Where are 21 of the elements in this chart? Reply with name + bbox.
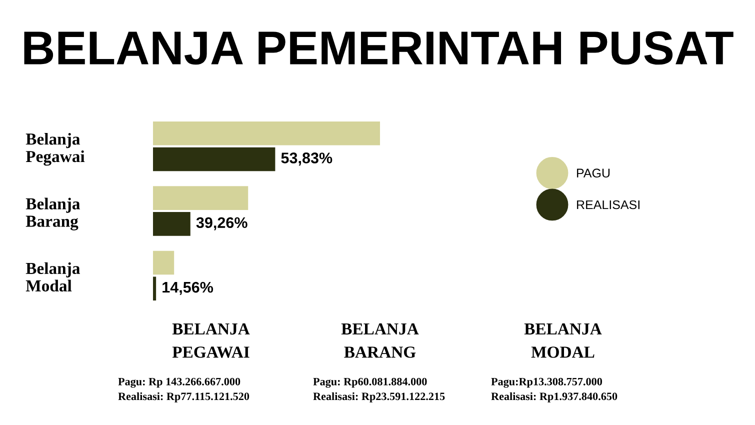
text: Pagu: Rp 143.266.667.000 Realisasi: Rp77.115.121.520: [118, 378, 250, 402]
bar: [153, 250, 174, 275]
text: REALISASI: [577, 200, 640, 210]
annotation: 53,83%: [281, 152, 332, 166]
annotation: 39,26%: [196, 217, 248, 230]
bar: [153, 122, 380, 146]
text: BELANJA BARANG: [341, 323, 419, 358]
chart-title: BELANJA PEMERINTAH PUSAT: [24, 31, 734, 65]
y-tick-label: Belanja Modal: [26, 262, 80, 292]
text: Pagu:Rp13.308.757.000 Realisasi: Rp1.937.840.650: [491, 378, 618, 402]
text: BELANJA MODAL: [524, 323, 602, 358]
annotation: 14,56%: [162, 282, 214, 295]
y-tick-label: Belanja Pegawai: [26, 132, 85, 166]
bar: [153, 147, 276, 172]
text: BELANJA PEGAWAI: [172, 323, 250, 358]
text: PAGU: [577, 168, 610, 178]
y-tick-label: Belanja Barang: [26, 198, 80, 230]
bar: [153, 212, 190, 236]
bar: [153, 186, 248, 210]
bar: [153, 276, 156, 300]
text: Pagu: Rp60.081.884.000 Realisasi: Rp23.591.122.215: [313, 378, 445, 402]
